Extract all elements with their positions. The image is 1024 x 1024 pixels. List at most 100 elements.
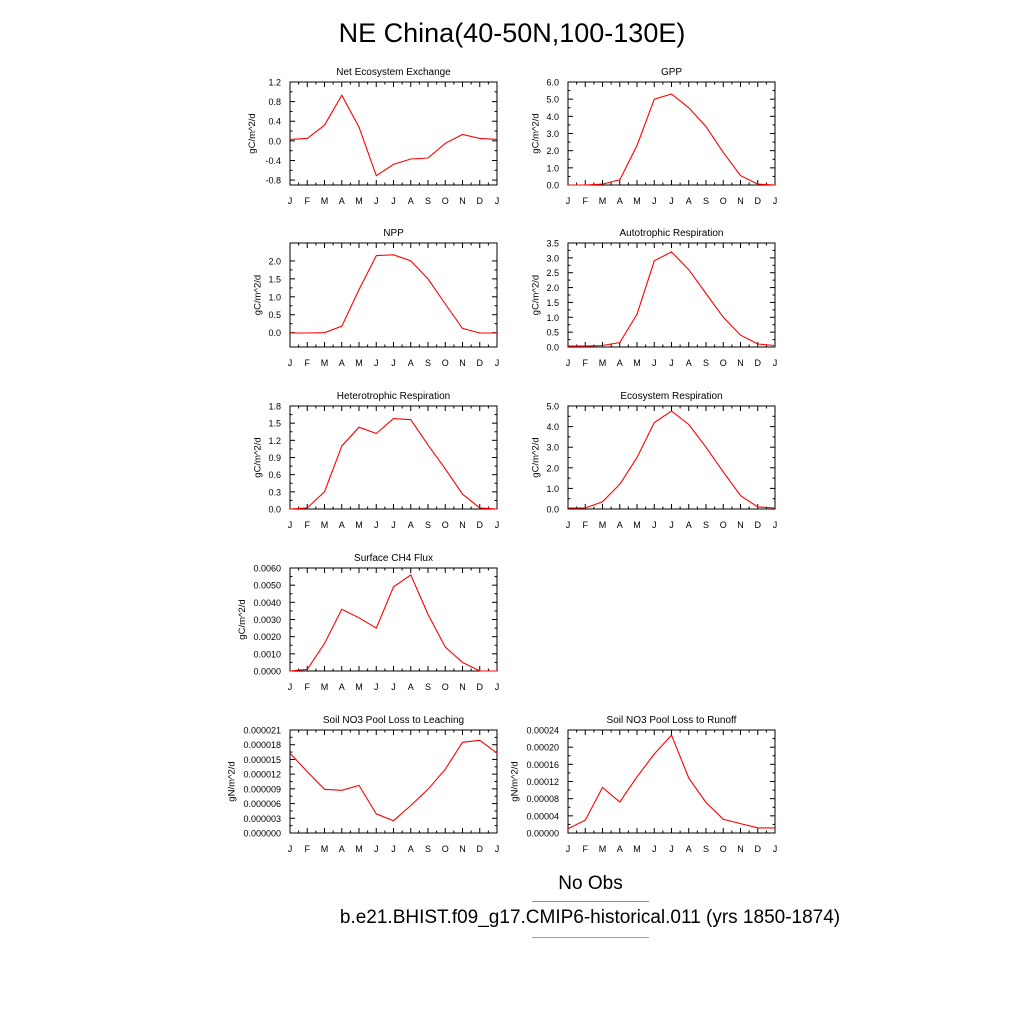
series-line bbox=[568, 251, 776, 347]
x-tick-label: M bbox=[355, 196, 363, 206]
y-tick-label: 2.0 bbox=[546, 283, 559, 293]
y-tick-label: 0.00016 bbox=[526, 760, 559, 770]
x-tick-label: D bbox=[477, 358, 484, 368]
x-tick-label: M bbox=[321, 196, 329, 206]
x-tick-label: A bbox=[339, 520, 345, 530]
x-tick-label: J bbox=[669, 358, 674, 368]
y-tick-label: 2.0 bbox=[546, 146, 559, 156]
x-tick-label: J bbox=[566, 520, 571, 530]
x-tick-label: M bbox=[599, 520, 607, 530]
y-tick-label: 0.000015 bbox=[243, 755, 281, 765]
plot-frame bbox=[567, 81, 776, 186]
x-tick-label: A bbox=[686, 520, 692, 530]
panel-title: Surface CH4 Flux bbox=[354, 553, 433, 564]
y-axis-label: gC/m^2/d bbox=[252, 275, 263, 315]
x-tick-label: J bbox=[374, 196, 379, 206]
x-tick-label: J bbox=[669, 520, 674, 530]
y-tick-label: 0.0010 bbox=[253, 649, 281, 659]
y-tick-label: 1.5 bbox=[268, 419, 281, 429]
y-axis-label: gC/m^2/d bbox=[530, 113, 541, 153]
y-tick-label: 2.5 bbox=[546, 268, 559, 278]
x-tick-label: J bbox=[495, 196, 500, 206]
y-tick-label: 0.0060 bbox=[253, 564, 281, 574]
x-tick-label: D bbox=[477, 520, 484, 530]
x-tick-label: A bbox=[339, 682, 345, 692]
y-tick-label: 0.00004 bbox=[526, 811, 559, 821]
legend-obs-label: No Obs bbox=[558, 873, 623, 894]
x-tick-label: S bbox=[425, 196, 431, 206]
plot-frame bbox=[567, 242, 776, 348]
y-tick-label: 3.5 bbox=[546, 239, 559, 249]
panel-title: Ecosystem Respiration bbox=[620, 391, 722, 402]
y-tick-label: 0.9 bbox=[268, 453, 281, 463]
x-tick-label: D bbox=[477, 682, 484, 692]
x-tick-label: A bbox=[339, 358, 345, 368]
series-line bbox=[567, 734, 775, 830]
x-tick-label: A bbox=[617, 520, 623, 530]
plot-frame bbox=[289, 405, 498, 510]
y-tick-label: 1.5 bbox=[268, 274, 281, 284]
x-tick-label: M bbox=[321, 844, 329, 854]
x-tick-label: M bbox=[633, 520, 641, 530]
x-tick-label: J bbox=[288, 682, 293, 692]
x-tick-label: J bbox=[652, 196, 657, 206]
y-axis-label: gC/m^2/d bbox=[252, 437, 263, 477]
page-title: NE China(40-50N,100-130E) bbox=[338, 18, 686, 48]
x-tick-label: F bbox=[305, 844, 311, 854]
y-tick-label: 1.0 bbox=[546, 163, 559, 173]
x-tick-label: M bbox=[633, 844, 641, 854]
x-tick-label: A bbox=[408, 520, 414, 530]
y-tick-label: 6.0 bbox=[546, 78, 559, 88]
y-tick-label: 0.0 bbox=[546, 505, 559, 515]
y-axis-label: gC/m^2/d bbox=[237, 599, 248, 639]
y-tick-label: 1.8 bbox=[268, 402, 281, 412]
x-tick-label: F bbox=[305, 520, 311, 530]
x-tick-label: D bbox=[755, 196, 762, 206]
x-tick-label: J bbox=[773, 358, 778, 368]
x-tick-label: A bbox=[617, 358, 623, 368]
x-tick-label: O bbox=[442, 520, 449, 530]
x-tick-label: F bbox=[305, 196, 311, 206]
y-tick-label: 0.6 bbox=[268, 470, 281, 480]
legend-model-label: b.e21.BHIST.f09_g17.CMIP6-historical.011… bbox=[339, 907, 841, 928]
x-tick-label: N bbox=[459, 520, 466, 530]
x-tick-label: A bbox=[408, 196, 414, 206]
plot-frame bbox=[567, 405, 776, 510]
x-tick-label: J bbox=[773, 844, 778, 854]
x-tick-label: J bbox=[288, 520, 293, 530]
x-tick-label: J bbox=[773, 520, 778, 530]
y-tick-label: 0.00000 bbox=[526, 829, 559, 839]
y-tick-label: 0.000021 bbox=[243, 726, 281, 736]
y-tick-label: 1.5 bbox=[546, 298, 559, 308]
x-tick-label: S bbox=[703, 844, 709, 854]
y-tick-label: 0.000000 bbox=[243, 829, 281, 839]
x-tick-label: O bbox=[720, 196, 727, 206]
x-tick-label: O bbox=[442, 682, 449, 692]
x-tick-label: J bbox=[566, 844, 571, 854]
x-tick-label: J bbox=[391, 358, 396, 368]
y-tick-label: 0.5 bbox=[268, 310, 281, 320]
x-tick-label: N bbox=[459, 682, 466, 692]
x-tick-label: D bbox=[755, 358, 762, 368]
y-tick-label: 1.0 bbox=[546, 484, 559, 494]
x-tick-label: A bbox=[617, 844, 623, 854]
x-tick-label: M bbox=[355, 520, 363, 530]
y-tick-label: 1.2 bbox=[268, 436, 281, 446]
x-tick-label: O bbox=[442, 358, 449, 368]
y-tick-label: 0.0030 bbox=[253, 615, 281, 625]
x-tick-label: M bbox=[355, 844, 363, 854]
y-tick-label: 0.0 bbox=[268, 328, 281, 338]
x-tick-label: J bbox=[374, 358, 379, 368]
y-axis-label: gC/m^2/d bbox=[530, 275, 541, 315]
y-tick-label: 3.0 bbox=[546, 443, 559, 453]
x-tick-label: N bbox=[459, 358, 466, 368]
x-tick-label: M bbox=[355, 358, 363, 368]
y-tick-label: 4.0 bbox=[546, 422, 559, 432]
y-tick-label: 2.0 bbox=[546, 463, 559, 473]
y-tick-label: 0.0040 bbox=[253, 598, 281, 608]
x-tick-label: N bbox=[737, 358, 744, 368]
x-tick-label: A bbox=[408, 682, 414, 692]
